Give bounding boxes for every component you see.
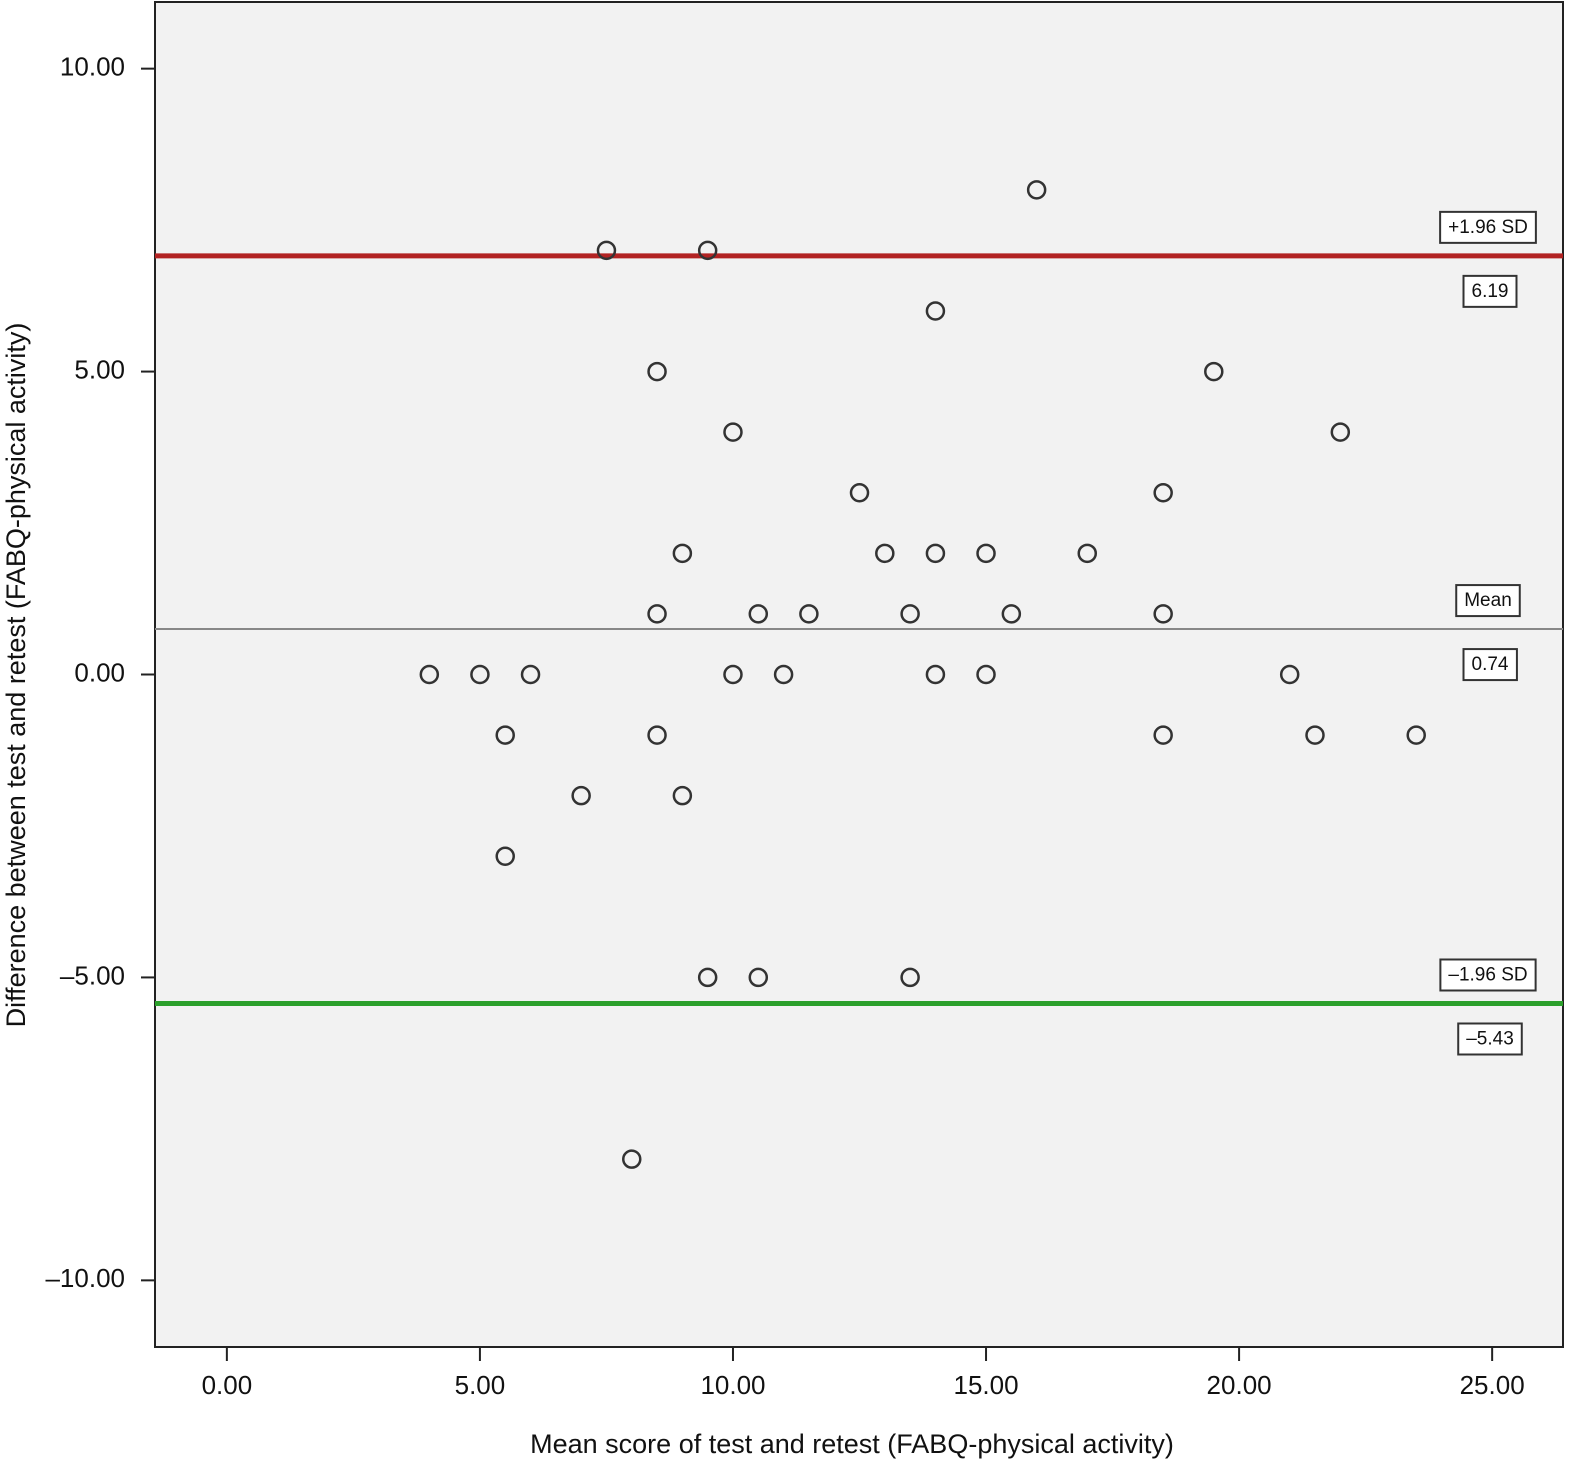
point	[976, 543, 996, 564]
x-tick-label: 5.00	[455, 1370, 506, 1400]
point	[596, 240, 617, 261]
label-box	[1457, 1022, 1523, 1056]
y-tick-label: –5.00	[60, 960, 125, 990]
x-tick-label: 10.00	[700, 1370, 765, 1400]
point	[697, 240, 718, 261]
x-tick-label: 25.00	[1460, 1370, 1525, 1400]
point	[773, 664, 794, 685]
reference-label: –1.96 SD	[1448, 964, 1527, 985]
reference-annotation: 0.74	[1472, 654, 1509, 675]
point	[495, 725, 515, 745]
y-tick-label: 10.00	[60, 52, 125, 82]
point	[1077, 543, 1098, 564]
point	[622, 1149, 642, 1169]
point	[1026, 180, 1047, 200]
x-tick-label: 0.00	[202, 1370, 253, 1400]
point	[1305, 725, 1325, 745]
point	[520, 664, 541, 685]
point	[748, 967, 769, 988]
point	[748, 604, 769, 624]
point	[647, 725, 667, 745]
point	[1153, 725, 1173, 745]
point	[647, 604, 667, 624]
y-axis-label: Difference between test and retest (FABQ…	[1, 323, 31, 1028]
point	[647, 361, 667, 382]
y-tick-label: –10.00	[45, 1263, 125, 1293]
point	[900, 604, 920, 624]
point	[1153, 482, 1173, 503]
point	[849, 482, 870, 503]
point	[672, 785, 693, 806]
reference-annotation: –5.43	[1466, 1028, 1514, 1049]
point	[976, 664, 996, 685]
plot-area	[154, 1, 1564, 1348]
point	[900, 967, 920, 988]
reference-label: Mean	[1464, 590, 1512, 611]
point	[925, 301, 946, 321]
point	[723, 664, 743, 685]
point	[672, 543, 693, 564]
reference-label: +1.96 SD	[1448, 217, 1528, 238]
label-box	[1439, 210, 1537, 244]
point	[495, 846, 515, 867]
label-box	[1462, 648, 1518, 682]
point	[697, 967, 718, 988]
label-box	[1462, 274, 1518, 308]
point	[1330, 422, 1351, 442]
reference-annotation: 6.19	[1472, 281, 1509, 302]
point	[470, 664, 490, 685]
point	[1153, 604, 1173, 624]
point	[799, 604, 819, 624]
y-tick-label: 0.00	[74, 657, 125, 687]
point	[1001, 604, 1022, 624]
point	[925, 664, 946, 685]
x-tick-label: 15.00	[953, 1370, 1018, 1400]
point	[419, 664, 440, 685]
point	[1406, 725, 1426, 745]
x-tick-label: 20.00	[1207, 1370, 1272, 1400]
label-box	[1455, 584, 1521, 618]
point	[875, 543, 895, 564]
point	[723, 422, 743, 442]
point	[925, 543, 946, 564]
point	[571, 785, 591, 806]
x-axis-label: Mean score of test and retest (FABQ-phys…	[530, 1429, 1174, 1459]
point	[1204, 361, 1224, 382]
y-tick-label: 5.00	[74, 354, 125, 384]
point	[1279, 664, 1300, 685]
label-box	[1439, 958, 1537, 992]
